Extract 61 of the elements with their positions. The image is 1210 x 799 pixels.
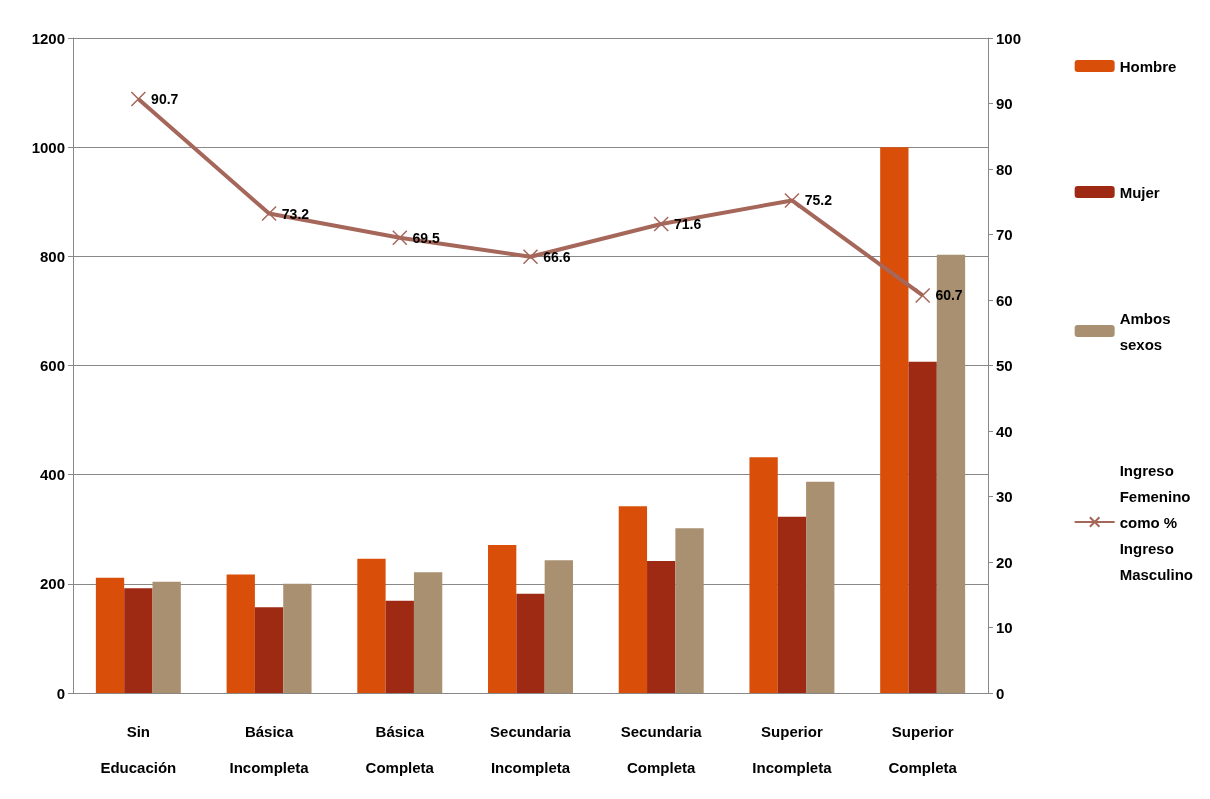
bar xyxy=(152,581,181,693)
bar xyxy=(385,600,414,693)
y2-tick-label: 0 xyxy=(996,684,1005,702)
bar xyxy=(357,558,386,693)
bar xyxy=(95,577,125,693)
y2-tick-label: 20 xyxy=(996,553,1013,571)
y2-tick-label: 50 xyxy=(996,357,1013,374)
y2-tick-label: 100 xyxy=(996,29,1022,47)
data-label: 66.6 xyxy=(543,248,571,265)
y2-tick-label: 80 xyxy=(996,160,1013,178)
bar xyxy=(749,457,778,693)
y2-tick-label: 30 xyxy=(996,488,1013,505)
point xyxy=(392,230,408,246)
y-tick-label: 1200 xyxy=(31,29,65,47)
y-tick-label: 600 xyxy=(39,357,65,374)
category-label: Sin Educación xyxy=(100,722,177,776)
bar xyxy=(777,516,807,693)
bar xyxy=(806,481,835,693)
y2-tick-label: 60 xyxy=(996,291,1013,309)
bar xyxy=(226,574,255,693)
point xyxy=(653,216,669,232)
category-label: Superior Incompleta xyxy=(752,722,832,776)
bar xyxy=(413,572,443,693)
legend-label: Ambos sexos xyxy=(1119,309,1171,353)
y2-tick-label: 90 xyxy=(996,95,1013,112)
category-label: Básica Completa xyxy=(365,722,434,776)
category-label: Básica Incompleta xyxy=(229,722,309,776)
bar xyxy=(488,545,517,693)
bar xyxy=(544,560,573,693)
category-label: Superior Completa xyxy=(888,722,957,776)
category-label: Secundaria Completa xyxy=(620,722,702,776)
legend-label: Hombre xyxy=(1119,57,1177,75)
bar xyxy=(880,147,909,693)
data-label: 71.6 xyxy=(673,216,702,233)
bar xyxy=(936,254,966,693)
point xyxy=(130,91,147,107)
bar xyxy=(283,583,312,693)
bar xyxy=(516,593,545,693)
bar xyxy=(908,361,937,693)
y-tick-label: 0 xyxy=(56,684,65,702)
point xyxy=(261,205,277,222)
bar xyxy=(675,528,704,693)
y-tick-label: 200 xyxy=(39,575,65,593)
point xyxy=(914,287,931,304)
point xyxy=(784,192,800,209)
bar xyxy=(124,588,153,693)
bar xyxy=(254,607,284,693)
point xyxy=(522,249,539,265)
y-tick-label: 800 xyxy=(39,247,65,265)
y2-tick-label: 70 xyxy=(996,226,1013,243)
y2-tick-label: 40 xyxy=(996,422,1013,440)
data-label: 75.2 xyxy=(804,192,833,209)
data-label: 90.7 xyxy=(151,90,179,107)
category-label: Secundaria Incompleta xyxy=(490,722,571,776)
y2-tick-label: 10 xyxy=(996,619,1013,636)
legend-label: Ingreso Femenino como % Ingreso Masculino xyxy=(1119,461,1194,583)
y-tick-label: 1000 xyxy=(31,138,65,156)
bar xyxy=(618,506,648,693)
bar xyxy=(647,560,676,693)
legend-label: Mujer xyxy=(1119,183,1160,201)
y-tick-label: 400 xyxy=(39,466,65,484)
